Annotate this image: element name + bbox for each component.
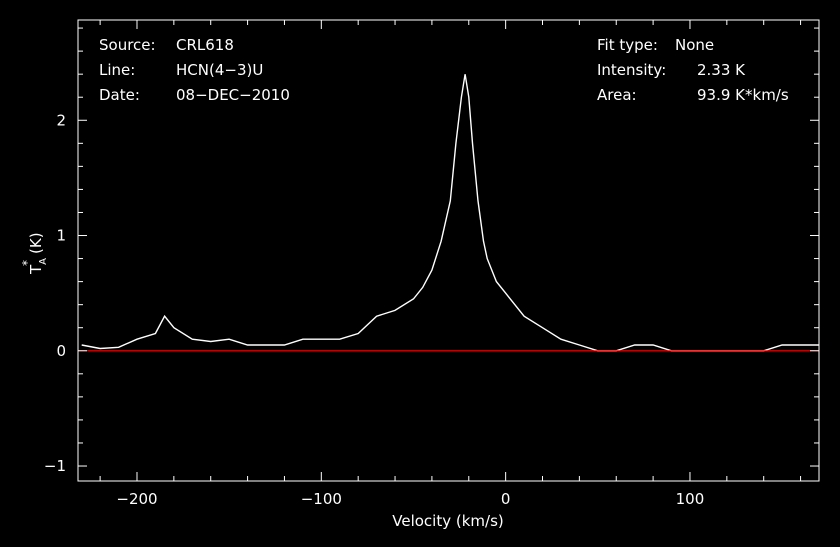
spectrum-line xyxy=(81,74,819,352)
info-source-value: CRL618 xyxy=(176,36,234,54)
info-intensity-value: 2.33 K xyxy=(697,61,746,79)
y-tick-label: −1 xyxy=(44,457,66,475)
svg-text:TA*(K): TA * (K) xyxy=(20,232,49,275)
x-tick-label: 0 xyxy=(501,490,511,508)
y-tick-label: 0 xyxy=(56,342,66,360)
info-date-key: Date: xyxy=(99,86,140,104)
info-area-value: 93.9 K*km/s xyxy=(697,86,789,104)
y-axis-title-sup: * xyxy=(20,260,34,266)
y-axis-title: TA * (K) xyxy=(20,232,49,275)
x-tick-label: −200 xyxy=(116,490,157,508)
x-tick-label: −100 xyxy=(301,490,342,508)
y-axis-title-sub: A xyxy=(38,258,49,265)
info-line-value: HCN(4−3)U xyxy=(176,61,263,79)
info-area-key: Area: xyxy=(597,86,637,104)
info-fittype-key: Fit type: xyxy=(597,36,658,54)
y-axis-title-main: T xyxy=(27,264,45,275)
info-line-key: Line: xyxy=(99,61,135,79)
x-tick-label: 100 xyxy=(676,490,705,508)
y-axis-title-unit: (K) xyxy=(27,232,45,254)
y-tick-label: 1 xyxy=(56,227,66,245)
plot-frame xyxy=(77,19,820,482)
x-axis-title: Velocity (km/s) xyxy=(392,512,503,530)
info-source-key: Source: xyxy=(99,36,156,54)
y-tick-label: 2 xyxy=(56,111,66,129)
info-date-value: 08−DEC−2010 xyxy=(176,86,290,104)
info-fittype-value: None xyxy=(675,36,714,54)
info-intensity-key: Intensity: xyxy=(597,61,666,79)
